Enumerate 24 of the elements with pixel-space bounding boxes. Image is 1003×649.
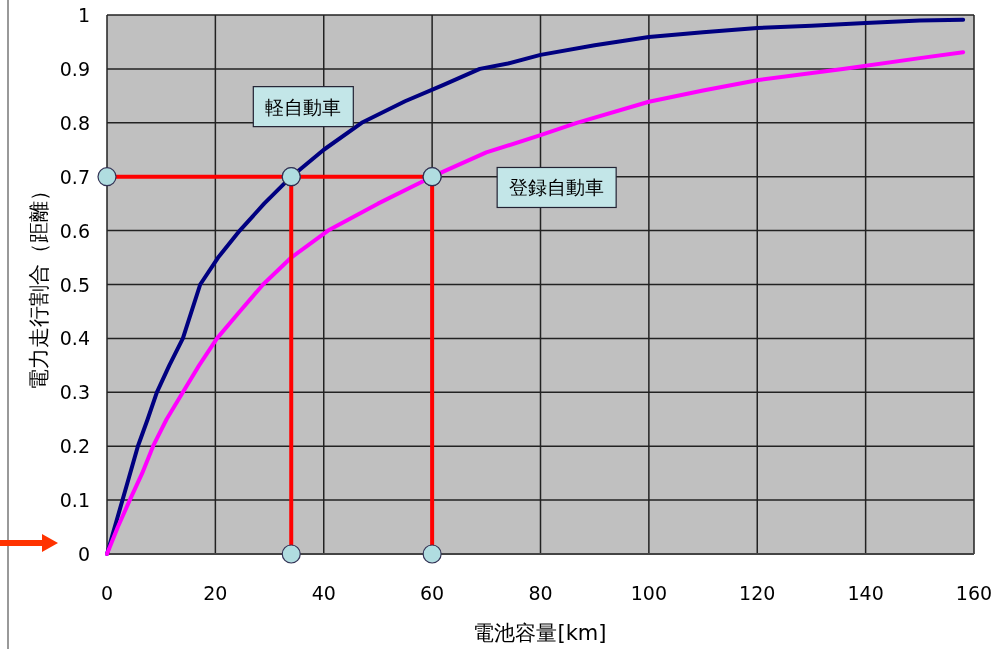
x-tick-label: 140 xyxy=(847,582,884,604)
series-label: 軽自動車 xyxy=(265,95,342,118)
y-tick-label: 0.3 xyxy=(59,381,90,404)
x-tick-label: 40 xyxy=(311,582,336,604)
y-axis-title: 電力走行割合（距離） xyxy=(27,179,51,390)
x-tick-label: 80 xyxy=(528,582,553,604)
y-tick-label: 0.2 xyxy=(59,435,90,458)
y-tick-label: 1 xyxy=(77,4,90,26)
x-tick-label: 120 xyxy=(739,582,776,604)
y-tick-label: 0.5 xyxy=(59,273,90,296)
x-tick-label: 20 xyxy=(203,582,228,604)
y-tick-label: 0.6 xyxy=(59,219,90,242)
y-tick-label: 0.4 xyxy=(59,327,90,350)
x-axis-title: 電池容量[km] xyxy=(473,621,607,645)
x-tick-label: 100 xyxy=(630,582,668,604)
y-tick-label: 0.1 xyxy=(59,489,90,512)
x-tick-label: 160 xyxy=(955,582,993,604)
y-tick-label: 0.9 xyxy=(59,57,90,80)
y-tick-label: 0 xyxy=(77,543,90,565)
x-tick-label: 60 xyxy=(420,582,445,604)
series-label: 登録自動車 xyxy=(509,176,605,199)
x-tick-label: 0 xyxy=(100,582,114,604)
y-tick-label: 0.8 xyxy=(59,111,90,134)
y-tick-label: 0.7 xyxy=(59,165,90,188)
